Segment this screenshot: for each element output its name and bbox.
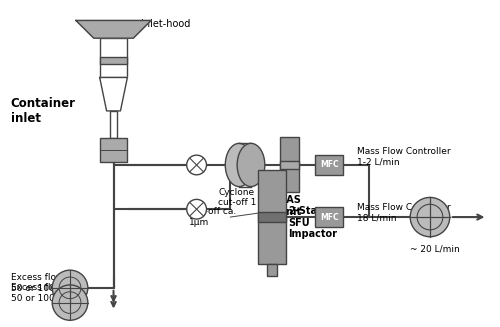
Circle shape: [52, 270, 88, 305]
Text: Cyclone
cut-off 1 μm: Cyclone cut-off 1 μm: [218, 188, 274, 207]
Circle shape: [186, 199, 206, 219]
FancyBboxPatch shape: [316, 155, 343, 175]
Text: Cut-off ca.
1μm: Cut-off ca. 1μm: [188, 207, 236, 227]
Text: Inlet-hood: Inlet-hood: [141, 19, 190, 29]
Text: MFC: MFC: [320, 161, 338, 169]
Circle shape: [52, 285, 88, 320]
Text: Excess flow
50 or 100 L/min: Excess flow 50 or 100 L/min: [10, 273, 83, 293]
Text: ~ 20 L/min: ~ 20 L/min: [410, 245, 460, 254]
FancyBboxPatch shape: [316, 207, 343, 227]
Ellipse shape: [237, 143, 265, 187]
Bar: [110, 111, 118, 138]
Text: CAS
unit: CAS unit: [280, 196, 301, 217]
Circle shape: [410, 198, 450, 237]
Bar: [100, 57, 128, 64]
Bar: [100, 38, 128, 77]
Text: Excess flow
50 or 100 L/min: Excess flow 50 or 100 L/min: [10, 283, 83, 302]
Bar: [100, 138, 128, 162]
Bar: [258, 212, 285, 222]
Bar: [258, 170, 285, 264]
Text: 2-Stage
SFU
Impactor: 2-Stage SFU Impactor: [288, 206, 338, 239]
Text: Mass Flow Controller
18 L/min: Mass Flow Controller 18 L/min: [357, 203, 450, 223]
Bar: [280, 161, 299, 169]
Circle shape: [186, 155, 206, 175]
Text: MFC: MFC: [320, 213, 338, 222]
Bar: [267, 264, 276, 276]
Text: Mass Flow Controller
1-2 L/min: Mass Flow Controller 1-2 L/min: [357, 147, 450, 167]
Polygon shape: [76, 21, 151, 38]
Text: Container
inlet: Container inlet: [10, 97, 76, 125]
Polygon shape: [100, 77, 128, 111]
Bar: [280, 137, 299, 193]
Ellipse shape: [226, 143, 253, 187]
